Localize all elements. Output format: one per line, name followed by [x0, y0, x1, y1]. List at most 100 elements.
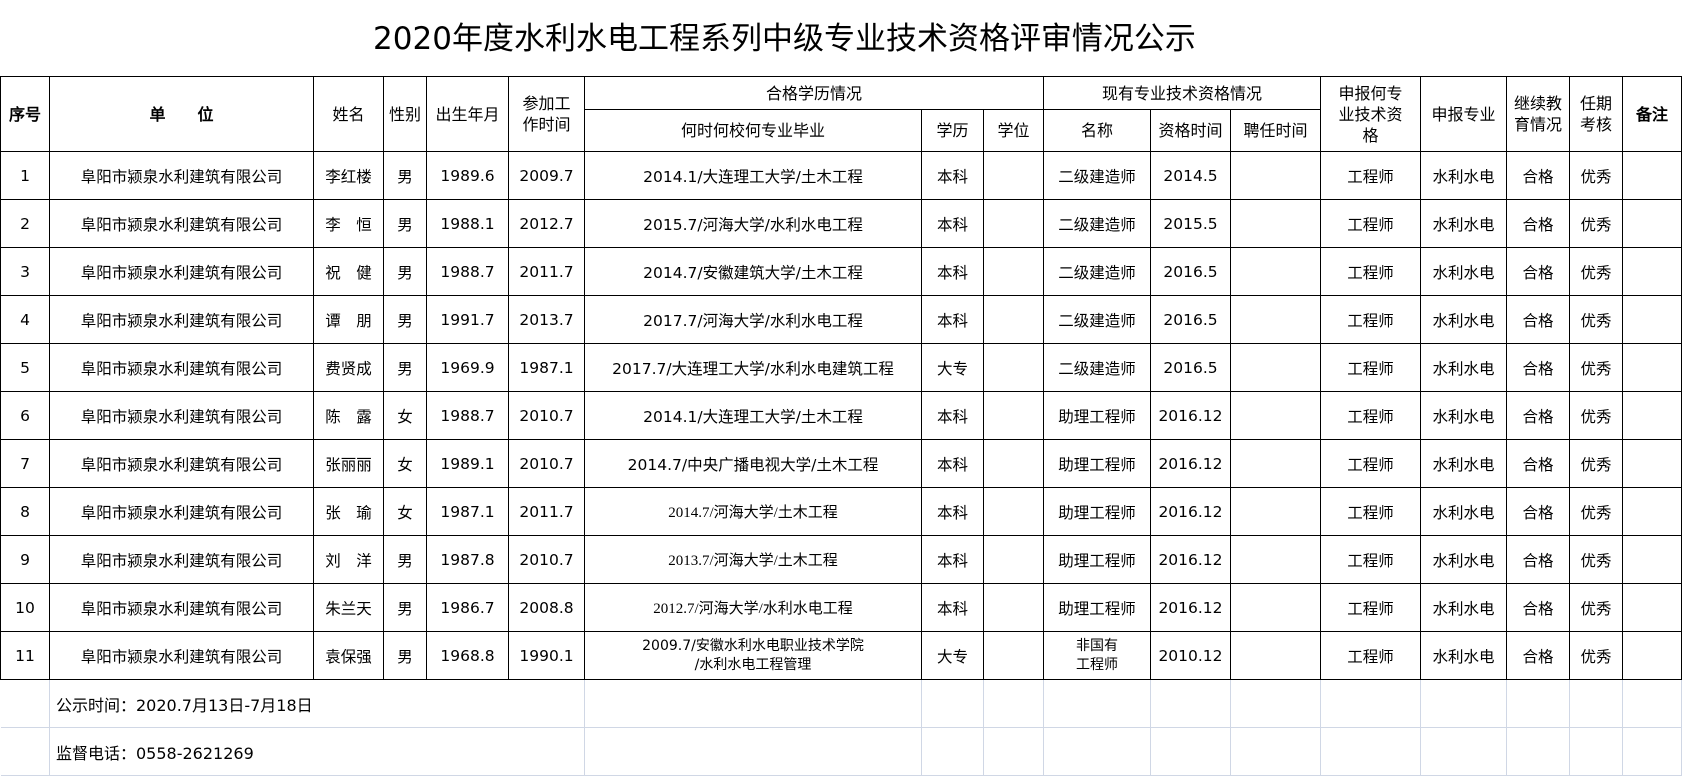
cell-gender: 男 [383, 343, 427, 392]
table-row: 11 阜阳市颍泉水利建筑有限公司 袁保强男 1968.8 1990.1 2009.7/安徽… [0, 631, 1683, 680]
cell-apply-major: 水利水电 [1420, 199, 1508, 248]
cell-qual-time: 2015.5 [1150, 199, 1231, 248]
cell-name: 祝 健 [313, 247, 384, 296]
cell-degree [983, 199, 1044, 248]
cell-term-eval: 优秀 [1569, 151, 1624, 200]
cell-apply-qual: 工程师 [1320, 487, 1422, 536]
cell-unit: 阜阳市颍泉水利建筑有限公司 [49, 535, 314, 584]
cell-seq: 3 [0, 247, 50, 296]
cell-birth: 1987.1 [426, 487, 509, 536]
cell-birth: 1988.7 [426, 247, 509, 296]
cell-gender: 女 [383, 439, 427, 488]
cell-name: 谭 朋 [313, 295, 384, 344]
cell-edu-level: 本科 [921, 535, 984, 584]
cell-qual-time: 2016.5 [1150, 247, 1231, 296]
cell-edu-when: 2017.7/河海大学/水利水电工程 [584, 295, 922, 344]
cell-term-eval: 优秀 [1569, 439, 1624, 488]
cell-hire-time [1229, 535, 1322, 584]
cell-hire-time [1229, 343, 1322, 392]
cell-apply-qual: 工程师 [1320, 151, 1422, 200]
cell-edu-level: 大专 [921, 631, 984, 680]
cell-hire-time [1229, 439, 1322, 488]
cell-qual-name: 非国有 工程师 [1043, 631, 1151, 680]
cell-apply-qual: 工程师 [1320, 439, 1422, 488]
cell-name: 李 恒 [313, 199, 384, 248]
header-hire-time: 聘任时间 [1229, 109, 1322, 152]
cell-qual-time: 2010.12 [1150, 631, 1231, 680]
cell-edu-when: 2014.1/大连理工大学/土木工程 [584, 151, 922, 200]
page-title: 2020年度水利水电工程系列中级专业技术资格评审情况公示 [373, 21, 1196, 57]
cell-qual-time: 2016.12 [1150, 583, 1231, 632]
header-term-evaluation: 任期考核 [1569, 76, 1624, 152]
cell-gender: 男 [383, 295, 427, 344]
cell-unit: 阜阳市颍泉水利建筑有限公司 [49, 391, 314, 440]
cell-apply-qual: 工程师 [1320, 247, 1422, 296]
cell-edu-when: 2014.7/河海大学/土木工程 [584, 487, 922, 536]
cell-remark [1622, 391, 1683, 440]
cell-qual-name: 二级建造师 [1043, 199, 1151, 248]
table-row: 4 阜阳市颍泉水利建筑有限公司谭 朋男 1991.7 2013.7 2017.7/河海大… [0, 295, 1683, 344]
cell-birth: 1988.1 [426, 199, 509, 248]
cell-degree [983, 391, 1044, 440]
cell-apply-qual: 工程师 [1320, 535, 1422, 584]
header-remark: 备注 [1622, 76, 1683, 152]
cell-qual-time: 2016.12 [1150, 439, 1231, 488]
cell-degree [983, 487, 1044, 536]
cell-apply-major: 水利水电 [1420, 247, 1508, 296]
cell-seq: 5 [0, 343, 50, 392]
cell-term-eval: 优秀 [1569, 295, 1624, 344]
cell-gender: 女 [383, 487, 427, 536]
cell-qual-name: 二级建造师 [1043, 151, 1151, 200]
cell-apply-qual: 工程师 [1320, 295, 1422, 344]
cell-term-eval: 优秀 [1569, 343, 1624, 392]
cell-remark [1622, 439, 1683, 488]
header-degree: 学位 [983, 109, 1044, 152]
cell-cont-edu: 合格 [1506, 487, 1571, 536]
cell-apply-major: 水利水电 [1420, 151, 1508, 200]
notice-time: 公示时间：2020.7月13日-7月18日 [49, 679, 585, 728]
cell-qual-name: 二级建造师 [1043, 247, 1151, 296]
cell-birth: 1988.7 [426, 391, 509, 440]
cell-remark [1622, 535, 1683, 584]
cell-apply-major: 水利水电 [1420, 487, 1508, 536]
cell-hire-time [1229, 487, 1322, 536]
cell-seq: 6 [0, 391, 50, 440]
cell-apply-major: 水利水电 [1420, 583, 1508, 632]
cell-unit: 阜阳市颍泉水利建筑有限公司 [49, 487, 314, 536]
cell-edu-level: 本科 [921, 391, 984, 440]
cell-hire-time [1229, 391, 1322, 440]
header-unit: 单 位 [49, 76, 314, 152]
cell-apply-qual: 工程师 [1320, 391, 1422, 440]
cell-qual-name: 助理工程师 [1043, 487, 1151, 536]
cell-seq: 2 [0, 199, 50, 248]
cell-apply-qual: 工程师 [1320, 583, 1422, 632]
cell-birth: 1987.8 [426, 535, 509, 584]
cell-name: 张丽丽 [313, 439, 384, 488]
cell-apply-major: 水利水电 [1420, 631, 1508, 680]
cell-seq: 9 [0, 535, 50, 584]
cell-remark [1622, 247, 1683, 296]
cell-degree [983, 439, 1044, 488]
cell-cont-edu: 合格 [1506, 343, 1571, 392]
cell-unit: 阜阳市颍泉水利建筑有限公司 [49, 199, 314, 248]
cell-gender: 男 [383, 583, 427, 632]
cell-remark [1622, 199, 1683, 248]
cell-qual-time: 2016.5 [1150, 295, 1231, 344]
cell-edu-level: 本科 [921, 583, 984, 632]
cell-seq: 11 [0, 631, 50, 680]
cell-gender: 男 [383, 631, 427, 680]
cell-qual-time: 2016.12 [1150, 487, 1231, 536]
cell-qual-time: 2016.12 [1150, 535, 1231, 584]
table-row: 6 阜阳市颍泉水利建筑有限公司陈 露女 1988.7 2010.7 2014.1/大连理… [0, 391, 1683, 440]
cell-qual-name: 助理工程师 [1043, 439, 1151, 488]
cell-seq: 8 [0, 487, 50, 536]
cell-remark [1622, 151, 1683, 200]
table-row: 7 阜阳市颍泉水利建筑有限公司 张丽丽女 1989.1 2010.7 2014.7/中央广… [0, 439, 1683, 488]
cell-edu-when: 2009.7/安徽水利水电职业技术学院/水利水电工程管理 [584, 631, 922, 680]
cell-unit: 阜阳市颍泉水利建筑有限公司 [49, 439, 314, 488]
cell-term-eval: 优秀 [1569, 391, 1624, 440]
cell-degree [983, 583, 1044, 632]
table-row: 10 阜阳市颍泉水利建筑有限公司 朱兰天男 1986.7 2008.8 2012.7/河海… [0, 583, 1683, 632]
table-row: 8 阜阳市颍泉水利建筑有限公司张 瑜女 1987.1 2011.7 2014.7/河海大… [0, 487, 1683, 536]
cell-term-eval: 优秀 [1569, 247, 1624, 296]
